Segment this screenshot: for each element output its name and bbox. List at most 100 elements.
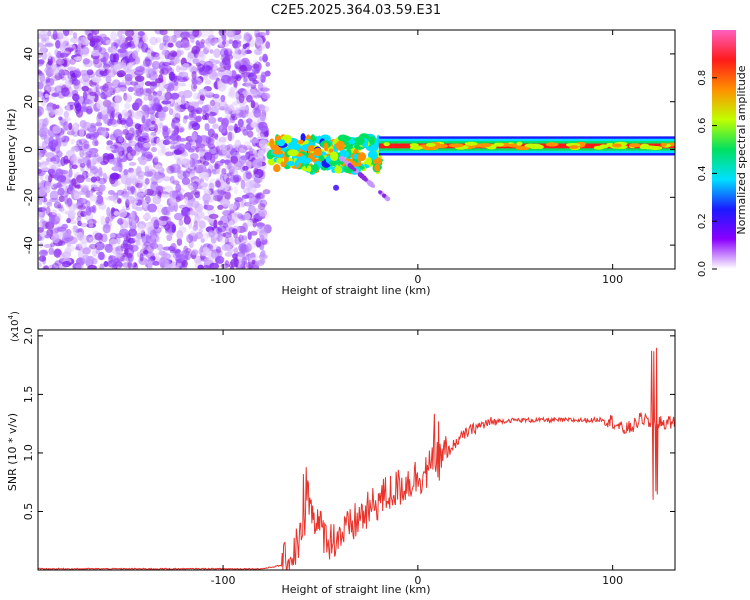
- noise-blob: [81, 185, 89, 195]
- y-tick-label: 2.0: [22, 327, 35, 345]
- noise-blob: [65, 104, 71, 110]
- noise-blob: [69, 37, 80, 43]
- y-tick-label: -20: [22, 188, 35, 206]
- noise-blob: [86, 108, 93, 114]
- noise-blob: [45, 206, 51, 216]
- noise-blob: [191, 109, 200, 114]
- noise-blob: [215, 255, 225, 264]
- noise-blob: [207, 34, 216, 44]
- noise-blob: [124, 93, 132, 103]
- stable-band-spot: [535, 144, 544, 149]
- transition-blob: [357, 152, 367, 162]
- noise-blob: [114, 94, 123, 104]
- transition-blob: [335, 140, 345, 151]
- noise-blob: [52, 183, 63, 189]
- noise-blob: [191, 122, 201, 131]
- noise-blob: [150, 51, 156, 56]
- noise-blob: [71, 154, 77, 162]
- noise-blob: [48, 174, 53, 183]
- noise-blob: [204, 37, 213, 46]
- noise-blob: [178, 253, 186, 262]
- noise-blob: [141, 235, 147, 244]
- noise-blob: [193, 85, 198, 90]
- bottom-plot-frame: [37, 329, 676, 571]
- noise-blob: [101, 126, 107, 136]
- y-scale-factor: (x104): [7, 311, 21, 342]
- noise-blob: [71, 79, 81, 86]
- noise-blob: [50, 139, 59, 147]
- noise-blob: [235, 61, 242, 69]
- noise-blob: [95, 69, 104, 78]
- noise-blob: [259, 212, 270, 220]
- bottom-x-axis-label: Height of straight line (km): [281, 583, 430, 596]
- noise-blob: [230, 113, 236, 119]
- noise-blob: [197, 99, 204, 105]
- noise-blob: [200, 181, 205, 187]
- colorbar-tick-label: 0.0: [697, 261, 708, 277]
- noise-blob: [212, 189, 223, 199]
- noise-blob: [240, 197, 247, 208]
- bottom-x-axis: -100 0 100: [211, 330, 623, 587]
- noise-blob: [95, 176, 101, 182]
- noise-blob: [51, 209, 57, 215]
- noise-blob: [123, 243, 129, 249]
- noise-blob: [105, 144, 115, 151]
- noise-blob: [117, 48, 127, 54]
- stable-band-spot: [545, 142, 559, 147]
- noise-blob: [154, 30, 164, 35]
- noise-blob: [233, 79, 238, 89]
- stable-band-spot: [611, 143, 622, 148]
- noise-blob: [68, 122, 73, 131]
- noise-blob: [40, 163, 48, 172]
- noise-blob: [79, 148, 85, 158]
- noise-blob: [118, 87, 127, 92]
- noise-blob: [228, 203, 238, 211]
- noise-blob: [152, 55, 161, 60]
- noise-blob: [195, 40, 200, 46]
- noise-blob: [88, 206, 96, 213]
- noise-blob: [102, 114, 109, 125]
- noise-blob: [146, 72, 152, 79]
- noise-blob: [93, 180, 101, 191]
- noise-blob: [195, 107, 203, 115]
- bottom-y-axis: 0.5 1.0 1.5 2.0: [22, 327, 675, 520]
- noise-blob: [116, 189, 125, 196]
- transition-blob: [352, 167, 357, 172]
- stable-band-spot: [464, 141, 478, 146]
- noise-blob: [198, 151, 205, 157]
- noise-blob: [233, 186, 238, 195]
- noise-blob: [208, 30, 214, 36]
- noise-blob: [180, 95, 186, 105]
- noise-blob: [108, 118, 117, 125]
- noise-blob: [72, 225, 78, 230]
- noise-blob: [118, 135, 124, 143]
- noise-blob: [197, 264, 204, 269]
- noise-blob: [141, 110, 148, 116]
- noise-blob: [154, 52, 165, 61]
- noise-blob: [38, 212, 43, 218]
- transition-blob: [337, 134, 349, 142]
- noise-blob: [59, 36, 70, 44]
- stable-band-spot: [383, 142, 390, 147]
- transition-blob: [302, 157, 312, 164]
- noise-blob: [198, 220, 206, 229]
- noise-blob: [168, 71, 175, 81]
- noise-blob: [187, 182, 198, 191]
- noise-blob: [58, 195, 65, 203]
- noise-blob: [82, 247, 91, 255]
- noise-blob: [76, 216, 82, 223]
- noise-blob: [38, 106, 45, 116]
- noise-blob: [249, 193, 255, 202]
- noise-blob: [161, 193, 170, 198]
- transition-blob: [287, 149, 299, 157]
- noise-blob: [164, 65, 173, 72]
- noise-blob: [260, 193, 266, 200]
- noise-blob: [47, 168, 55, 175]
- noise-blob: [149, 99, 155, 107]
- x-tick-label: 0: [414, 273, 421, 286]
- noise-blob: [220, 198, 231, 208]
- noise-blob: [86, 159, 92, 169]
- noise-blob: [200, 171, 210, 180]
- x-tick-label: 0: [414, 574, 421, 587]
- noise-blob: [44, 152, 55, 158]
